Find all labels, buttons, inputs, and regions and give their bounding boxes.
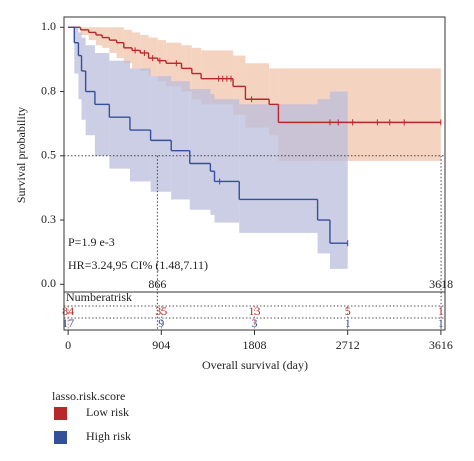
ci-band — [210, 94, 215, 215]
ci-band — [239, 104, 318, 233]
risk-count: 13 — [249, 304, 261, 318]
ci-band — [189, 88, 211, 210]
ci-band — [88, 27, 96, 41]
ci-band — [95, 27, 103, 46]
ci-band — [85, 45, 95, 136]
ci-band — [78, 32, 82, 100]
risk-table-title: Numberatrisk — [66, 290, 132, 304]
y-tick-label: 0.3 — [41, 212, 56, 226]
risk-count: 17 — [62, 316, 74, 330]
legend-title: lasso.risk.score — [52, 389, 125, 403]
legend-label: High risk — [86, 429, 131, 443]
legend-label: Low risk — [86, 405, 129, 419]
risk-count: 5 — [345, 304, 351, 318]
y-axis-label: Survival probability — [14, 107, 28, 203]
ci-band — [129, 68, 151, 182]
risk-count: 1 — [438, 316, 444, 330]
ci-band — [148, 37, 158, 77]
y-tick-label: 1.0 — [41, 19, 56, 33]
ci-band — [329, 91, 348, 269]
ci-band — [171, 81, 190, 200]
ci-band — [214, 99, 240, 223]
ci-band — [74, 27, 79, 74]
ci-band — [166, 42, 182, 87]
legend-swatch — [54, 431, 67, 444]
x-axis-label: Overall survival (day) — [202, 358, 308, 372]
x-tick-label: 0 — [65, 338, 71, 352]
risk-count: 3 — [252, 316, 258, 330]
risk-count: 9 — [158, 316, 164, 330]
risk-count: 84 — [62, 304, 74, 318]
y-tick-label: 0.5 — [41, 148, 56, 162]
legend-swatch — [54, 407, 67, 420]
median-label: 3618 — [429, 277, 453, 291]
y-tick-label: 0.8 — [41, 83, 56, 97]
ci-band — [109, 60, 130, 169]
ci-band — [80, 27, 89, 35]
x-tick-label: 2712 — [336, 338, 360, 352]
x-tick-label: 904 — [152, 338, 170, 352]
annotation: HR=3.24,95 CI% (1.48,7.11) — [68, 258, 208, 272]
ci-band — [150, 76, 172, 192]
risk-count: 1 — [438, 304, 444, 318]
median-label: 866 — [148, 277, 166, 291]
x-tick-label: 1808 — [243, 338, 267, 352]
ci-band — [123, 29, 133, 64]
y-tick-label: 0.0 — [41, 276, 56, 290]
ci-band — [317, 99, 330, 254]
risk-count: 35 — [155, 304, 167, 318]
risk-count: 1 — [345, 316, 351, 330]
ci-band — [269, 68, 279, 136]
annotation: P=1.9 e-3 — [68, 235, 115, 249]
x-tick-label: 3616 — [429, 338, 453, 352]
ci-band — [81, 37, 86, 120]
